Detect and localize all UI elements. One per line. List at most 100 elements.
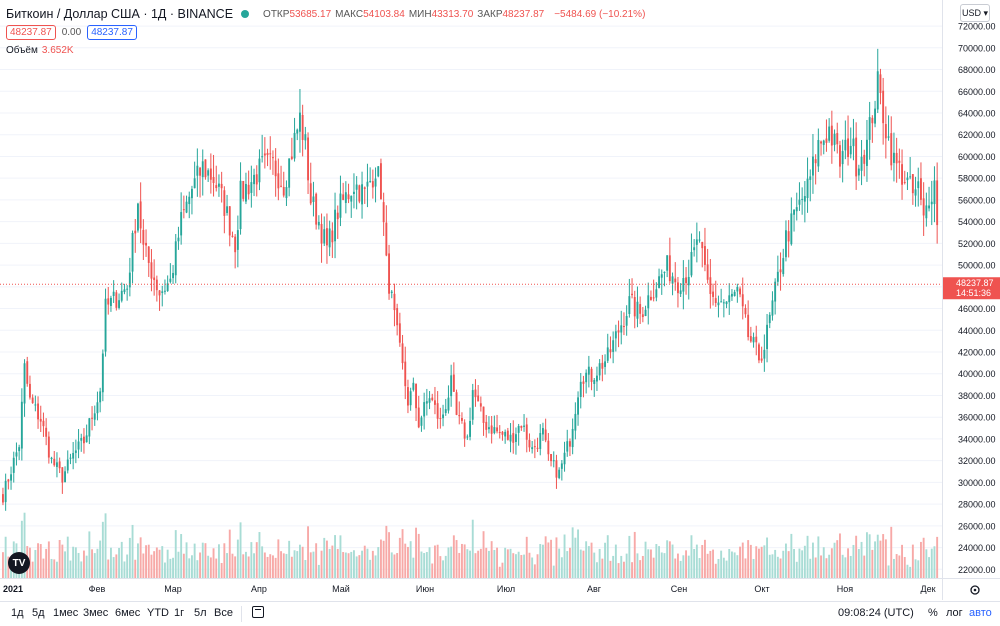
- volume-bar: [782, 550, 785, 578]
- percent-scale-button[interactable]: %: [928, 607, 938, 619]
- volume-bar: [498, 566, 501, 578]
- volume-bar: [388, 532, 390, 578]
- volume-bar: [242, 554, 245, 578]
- go-to-date-icon[interactable]: [252, 606, 264, 618]
- candle-body: [847, 138, 849, 158]
- candle-body: [153, 277, 156, 281]
- candle-body: [428, 398, 431, 403]
- sell-button[interactable]: 48237.87: [6, 25, 56, 40]
- candle-body: [814, 159, 817, 164]
- candle-body: [774, 281, 777, 302]
- volume-label: Объём: [6, 45, 38, 56]
- candle-body: [31, 397, 34, 404]
- volume-bar: [520, 555, 523, 578]
- range-ytd-button[interactable]: YTD: [147, 607, 169, 619]
- volume-bar: [288, 540, 291, 578]
- candle-body: [266, 152, 269, 156]
- symbol-title[interactable]: Биткоин / Доллар США · 1Д · BINANCE: [6, 7, 234, 21]
- range-1d-button[interactable]: 1д: [11, 607, 24, 619]
- x-tick-label: Апр: [251, 584, 267, 594]
- candle-body: [296, 129, 299, 134]
- candle-body: [469, 420, 471, 437]
- y-tick-label: 46000.00: [958, 304, 996, 314]
- range-5d-button[interactable]: 5д: [32, 607, 45, 619]
- range-all-button[interactable]: Все: [214, 607, 233, 619]
- volume-bar: [455, 540, 458, 578]
- candle-body: [182, 209, 185, 211]
- candle-body: [218, 183, 220, 187]
- clock-utc[interactable]: 09:08:24 (UTC): [838, 607, 914, 619]
- volume-bar: [798, 548, 801, 578]
- volume-bar: [317, 564, 320, 578]
- volume-bar: [274, 557, 277, 578]
- volume-bar: [39, 544, 42, 578]
- volume-bar: [722, 557, 725, 578]
- volume-bar: [852, 544, 855, 578]
- volume-bar: [928, 557, 930, 578]
- volume-bar: [258, 532, 261, 578]
- volume-bar: [833, 542, 836, 578]
- volume-bar: [639, 560, 642, 578]
- volume-bar: [228, 529, 231, 578]
- volume-bar: [579, 549, 582, 578]
- volume-bar: [693, 549, 696, 578]
- volume-bar: [342, 552, 345, 578]
- bottom-toolbar: 1д 5д 1мес 3мес 6мес YTD 1г 5л Все 09:08…: [0, 601, 1000, 626]
- volume-bar: [774, 549, 777, 578]
- volume-bar: [280, 551, 282, 578]
- volume-bar: [512, 553, 515, 578]
- volume-bar: [884, 539, 887, 578]
- volume-bar: [104, 513, 107, 578]
- volume-bar: [398, 537, 401, 578]
- volume-bar: [863, 555, 866, 578]
- y-tick-label: 36000.00: [958, 413, 996, 423]
- log-scale-button[interactable]: лог: [946, 607, 963, 619]
- volume-bar: [393, 554, 396, 578]
- candle-body: [250, 182, 253, 193]
- y-tick-label: 62000.00: [958, 130, 996, 140]
- volume-bar: [347, 553, 350, 578]
- candle-body: [328, 228, 331, 248]
- volume-bar: [56, 561, 58, 578]
- candle-body: [809, 176, 812, 180]
- volume-bar: [890, 526, 893, 578]
- volume-bar: [488, 550, 490, 578]
- volume-bar: [407, 546, 409, 578]
- currency-button[interactable]: USD ▾: [960, 4, 990, 22]
- tradingview-logo-icon[interactable]: TV: [8, 552, 30, 574]
- volume-bar: [169, 558, 172, 578]
- volume-bar: [439, 556, 442, 578]
- candle-body: [677, 282, 679, 294]
- volume-bar: [458, 552, 461, 578]
- y-tick-label: 38000.00: [958, 391, 996, 401]
- x-tick-label: Июл: [497, 584, 515, 594]
- volume-bar: [380, 539, 382, 578]
- candle-body: [29, 383, 31, 398]
- range-6m-button[interactable]: 6мес: [115, 607, 141, 619]
- auto-scale-button[interactable]: авто: [969, 607, 992, 619]
- candle-body: [334, 209, 336, 242]
- volume-bar: [550, 539, 552, 578]
- candle-body: [74, 450, 77, 453]
- x-tick-label: Июн: [416, 584, 434, 594]
- candle-body: [466, 436, 469, 438]
- range-1m-button[interactable]: 1мес: [53, 607, 79, 619]
- candle-body: [56, 462, 58, 467]
- volume-bar: [4, 536, 7, 578]
- range-5y-button[interactable]: 5л: [194, 607, 207, 619]
- candle-body: [671, 276, 674, 284]
- volume-bar: [401, 529, 404, 578]
- candle-body: [142, 229, 145, 245]
- x-tick-label: Окт: [754, 584, 769, 594]
- volume-bar: [812, 542, 814, 578]
- volume-bar: [134, 559, 137, 578]
- range-3m-button[interactable]: 3мес: [83, 607, 109, 619]
- candle-body: [641, 314, 644, 318]
- candle-body: [193, 178, 196, 189]
- candle-body: [593, 380, 596, 384]
- candle-body: [825, 138, 828, 143]
- buy-button[interactable]: 48237.87: [87, 25, 137, 40]
- quote-row: 48237.87 0.00 48237.87: [6, 25, 137, 40]
- range-1y-button[interactable]: 1г: [174, 607, 185, 619]
- price-chart[interactable]: 22000.00 24000.00 26000.00 28000.00 30000.00…: [0, 0, 1000, 600]
